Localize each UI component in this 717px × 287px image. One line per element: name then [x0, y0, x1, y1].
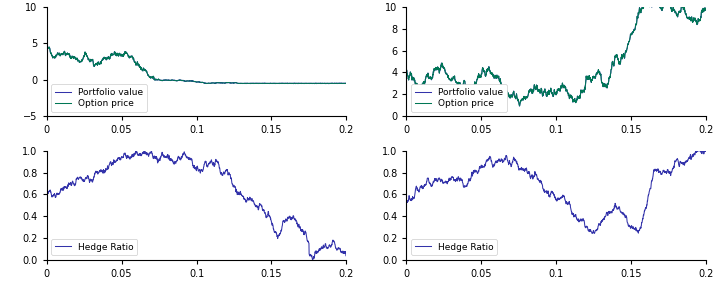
Hedge Ratio — [402, 198, 411, 201]
Hedge Ratio — [178, 154, 186, 158]
Hedge Ratio — [141, 149, 149, 153]
Line: Hedge Ratio: Hedge Ratio — [47, 151, 346, 260]
Option price — [556, 90, 564, 93]
Portfolio value — [289, 82, 298, 86]
Option price — [402, 69, 411, 72]
Hedge Ratio — [196, 171, 204, 174]
Portfolio value — [516, 104, 524, 108]
Legend: Portfolio value, Option price: Portfolio value, Option price — [51, 84, 147, 112]
Hedge Ratio — [683, 159, 691, 163]
Hedge Ratio — [590, 232, 599, 235]
Portfolio value — [178, 79, 186, 82]
Option price — [42, 45, 51, 49]
Portfolio value — [609, 63, 617, 67]
Option price — [202, 82, 211, 85]
Portfolio value — [96, 60, 105, 63]
Hedge Ratio — [48, 194, 57, 198]
Option price — [641, 0, 650, 3]
Option price — [538, 92, 546, 95]
Hedge Ratio — [323, 247, 332, 250]
Option price — [516, 104, 524, 108]
Line: Portfolio value: Portfolio value — [47, 47, 346, 84]
Legend: Portfolio value, Option price: Portfolio value, Option price — [411, 84, 507, 112]
Hedge Ratio — [609, 208, 617, 211]
Portfolio value — [42, 45, 51, 49]
Legend: Hedge Ratio: Hedge Ratio — [411, 239, 498, 255]
Option price — [96, 60, 105, 63]
Portfolio value — [342, 82, 351, 85]
Hedge Ratio — [538, 183, 546, 186]
Hedge Ratio — [96, 169, 105, 172]
Option price — [456, 82, 465, 85]
Portfolio value — [196, 81, 204, 84]
Portfolio value — [408, 78, 417, 82]
Option price — [342, 82, 351, 85]
Hedge Ratio — [342, 253, 351, 256]
Option price — [323, 82, 332, 85]
Line: Option price: Option price — [407, 2, 706, 106]
Portfolio value — [556, 90, 564, 93]
Portfolio value — [249, 82, 257, 85]
Option price — [48, 55, 57, 58]
Option price — [250, 82, 258, 85]
Option price — [683, 16, 692, 20]
Portfolio value — [683, 16, 692, 19]
Portfolio value — [42, 46, 51, 49]
Option price — [702, 7, 711, 11]
Hedge Ratio — [42, 193, 51, 196]
Legend: Hedge Ratio: Hedge Ratio — [51, 239, 138, 255]
Portfolio value — [323, 82, 332, 85]
Hedge Ratio — [556, 197, 564, 200]
Hedge Ratio — [693, 149, 701, 153]
Portfolio value — [48, 55, 57, 59]
Portfolio value — [641, 0, 650, 3]
Line: Hedge Ratio: Hedge Ratio — [407, 151, 706, 233]
Hedge Ratio — [308, 258, 317, 261]
Option price — [609, 63, 617, 67]
Line: Portfolio value: Portfolio value — [407, 1, 706, 106]
Hedge Ratio — [456, 179, 465, 182]
Portfolio value — [538, 92, 546, 95]
Hedge Ratio — [249, 199, 257, 203]
Portfolio value — [402, 69, 411, 72]
Hedge Ratio — [408, 197, 417, 200]
Option price — [196, 81, 204, 84]
Portfolio value — [456, 82, 465, 85]
Option price — [408, 78, 417, 82]
Option price — [178, 79, 186, 82]
Hedge Ratio — [702, 149, 711, 153]
Option price — [42, 45, 51, 49]
Line: Option price: Option price — [47, 47, 346, 84]
Portfolio value — [702, 7, 711, 11]
